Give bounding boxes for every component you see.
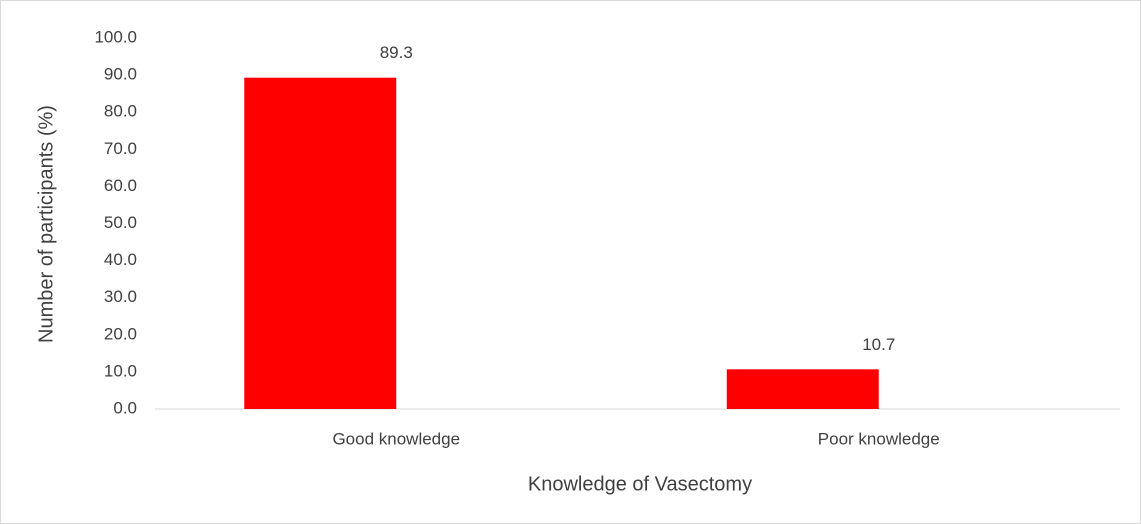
y-tick-label: 0.0 [113, 398, 137, 417]
y-tick-label: 90.0 [104, 65, 137, 84]
x-axis-title: Knowledge of Vasectomy [528, 473, 752, 495]
y-tick-label: 20.0 [104, 324, 137, 343]
y-tick-label: 80.0 [104, 102, 137, 121]
y-tick-label: 40.0 [104, 250, 137, 269]
y-tick-label: 50.0 [104, 213, 137, 232]
y-tick-label: 30.0 [104, 287, 137, 306]
y-tick-label: 70.0 [104, 139, 137, 158]
y-tick-label: 60.0 [104, 176, 137, 195]
bar [244, 77, 397, 410]
y-tick-label: 10.0 [104, 361, 137, 380]
x-tick-label: Good knowledge [332, 429, 460, 448]
data-label: 10.7 [862, 335, 895, 354]
data-label: 89.3 [380, 43, 413, 62]
x-tick-label: Poor knowledge [818, 429, 940, 448]
y-tick-label: 100.0 [94, 27, 137, 46]
y-axis-title: Number of participants (%) [35, 105, 57, 343]
bar [726, 369, 879, 409]
